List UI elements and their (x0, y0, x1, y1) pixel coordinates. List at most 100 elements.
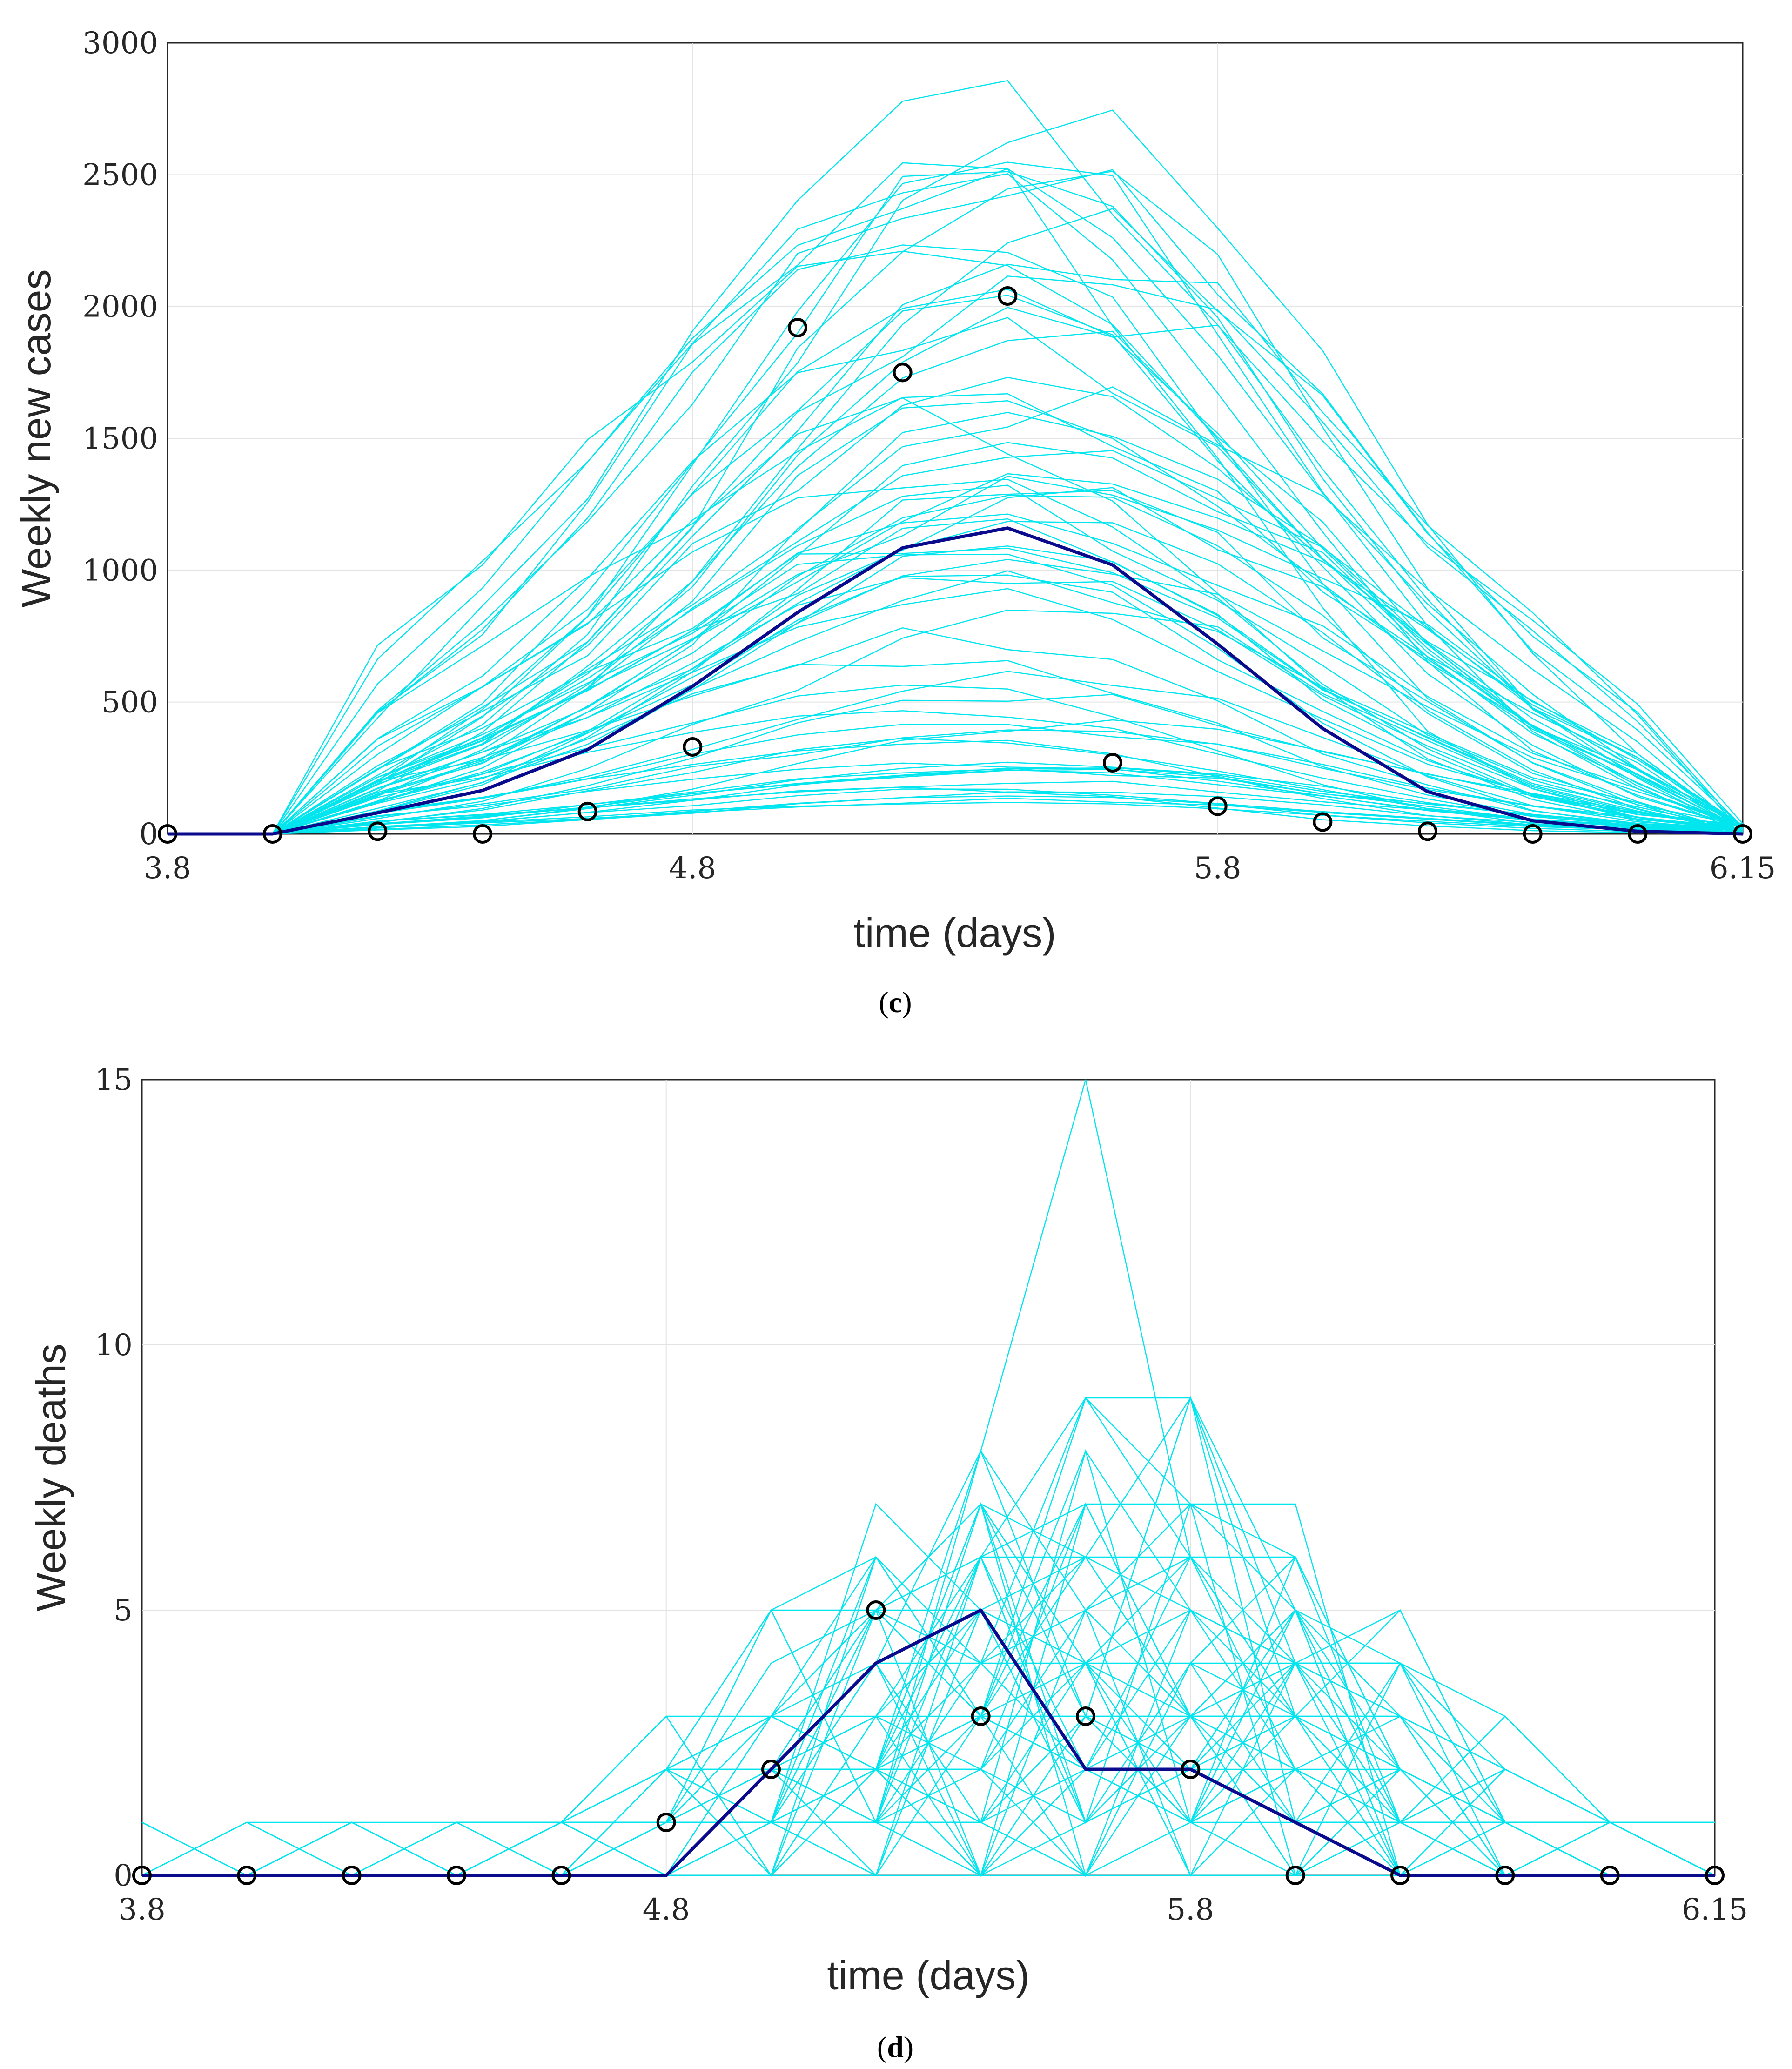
observed-point (368, 821, 388, 841)
ensemble-trajectory (168, 330, 1743, 835)
y-tick-label: 1000 (82, 553, 158, 588)
panel-caption-d: (d) (877, 2030, 913, 2063)
ensemble-trajectory (168, 729, 1743, 835)
observed-point (1733, 824, 1752, 844)
y-axis-label-d: Weekly deaths (28, 1344, 74, 1612)
mean-trajectory-line (168, 526, 1743, 836)
observed-point (1705, 1866, 1725, 1885)
y-axis-label-c: Weekly new cases (13, 269, 59, 607)
ensemble-trajectory (168, 307, 1743, 835)
y-tick-label: 15 (95, 1063, 133, 1097)
panel-d: 0 5 10 15 3.8 4.8 5.8 6.15 time (days) Weekly … (28, 1063, 1748, 2063)
ensemble-trajectory (168, 791, 1743, 835)
ensemble-trajectory (168, 400, 1743, 835)
ensemble-trajectory (168, 80, 1743, 835)
grid-c (168, 43, 1743, 834)
ensemble-trajectory (168, 263, 1743, 835)
observed-point (132, 1866, 152, 1885)
observed-point (761, 1760, 781, 1779)
observed-point (788, 318, 807, 337)
ensemble-trajectory (168, 412, 1743, 835)
y-tick-label: 0 (139, 817, 158, 852)
observed-point (656, 1813, 676, 1832)
observed-point (998, 286, 1018, 306)
ensemble-trajectory (168, 786, 1743, 835)
y-tick-labels-d: 0 5 10 15 (95, 1063, 133, 1893)
observed-point (1076, 1706, 1095, 1726)
ensemble-trajectory (168, 442, 1743, 835)
x-tick-label: 4.8 (643, 1893, 690, 1927)
observed-point (1285, 1866, 1305, 1885)
observed-point (1103, 753, 1122, 773)
y-tick-label: 10 (95, 1328, 133, 1363)
ensemble-trajectory (168, 295, 1743, 835)
observed-points-d (132, 1600, 1725, 1885)
observed-point (1181, 1760, 1201, 1779)
ensemble-trajectory (168, 289, 1743, 835)
ensemble-trajectory (168, 780, 1743, 835)
x-tick-label: 3.8 (144, 851, 191, 886)
x-tick-label: 5.8 (1194, 851, 1242, 886)
observed-point (971, 1706, 991, 1726)
observed-point (551, 1866, 571, 1885)
ensemble-trajectory (168, 518, 1743, 835)
observed-point (473, 824, 492, 844)
ensemble-trajectory (168, 513, 1743, 835)
x-axis-label-d: time (days) (827, 1952, 1029, 1998)
observed-point (866, 1600, 886, 1620)
observed-point (1495, 1866, 1515, 1885)
observed-point (237, 1866, 257, 1885)
x-axis-label-c: time (days) (853, 910, 1056, 956)
y-tick-label: 0 (114, 1859, 133, 1893)
observed-point (158, 824, 177, 844)
ensemble-trajectory (168, 208, 1743, 835)
observed-point (1600, 1866, 1620, 1885)
y-tick-label: 2500 (82, 158, 158, 192)
ensemble-trajectory (168, 173, 1743, 835)
y-tick-label: 3000 (82, 26, 158, 60)
ensemble-trajectory (168, 553, 1743, 835)
observed-point (262, 824, 282, 844)
observed-point (1390, 1866, 1410, 1885)
ensemble-trajectory (168, 169, 1743, 835)
ensemble-trajectory (168, 545, 1743, 835)
panel-label-c: c (889, 986, 902, 1019)
ensemble-trajectory (168, 738, 1743, 835)
y-tick-label: 5 (114, 1593, 133, 1628)
observed-points-c (158, 286, 1752, 844)
x-tick-label: 3.8 (118, 1893, 166, 1927)
observed-point (1418, 821, 1437, 841)
x-tick-label: 6.15 (1682, 1893, 1748, 1927)
y-tick-label: 1500 (82, 422, 158, 456)
ensemble-trajectory (168, 171, 1743, 835)
mean-line-c (168, 526, 1743, 836)
observed-point (577, 801, 597, 821)
ensemble-trajectory (168, 521, 1743, 835)
observed-point (893, 363, 913, 383)
y-tick-label: 500 (101, 685, 158, 720)
ensemble-trajectory (168, 473, 1743, 835)
observed-point (342, 1866, 362, 1885)
panel-caption-c: (c) (879, 986, 912, 1019)
ensemble-lines-c (168, 80, 1743, 835)
observed-point (1313, 812, 1333, 832)
y-tick-label: 2000 (82, 290, 158, 324)
ensemble-trajectory (168, 250, 1743, 835)
y-tick-labels-c: 0 500 1000 1500 2000 2500 3000 (82, 26, 158, 852)
observed-point (1208, 796, 1228, 816)
ensemble-trajectory (168, 109, 1743, 835)
ensemble-trajectory (168, 162, 1743, 835)
mean-line-d (142, 1608, 1715, 1877)
ensemble-trajectory (168, 244, 1743, 835)
mean-trajectory-line (142, 1608, 1715, 1877)
ensemble-trajectory (168, 798, 1743, 835)
x-tick-labels-c: 3.8 4.8 5.8 6.15 (144, 851, 1776, 886)
observed-point (1523, 824, 1543, 844)
x-tick-label: 5.8 (1167, 1893, 1214, 1927)
x-tick-labels-d: 3.8 4.8 5.8 6.15 (118, 1893, 1748, 1927)
ensemble-trajectory (168, 161, 1743, 835)
ensemble-trajectory (168, 376, 1743, 835)
x-tick-label: 4.8 (669, 851, 716, 886)
panel-label-d: d (887, 2030, 904, 2063)
